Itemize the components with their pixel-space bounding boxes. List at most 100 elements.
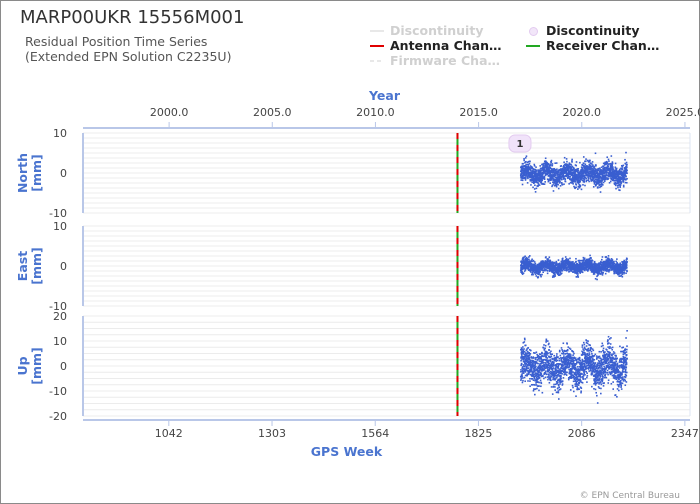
data-point — [625, 175, 627, 178]
data-point — [576, 361, 578, 364]
data-point — [534, 262, 537, 265]
data-point — [542, 163, 544, 165]
data-point — [611, 176, 613, 179]
data-point — [579, 173, 582, 175]
data-point — [582, 256, 585, 259]
data-point — [550, 266, 552, 269]
data-point — [587, 270, 589, 272]
data-point — [521, 366, 524, 368]
data-point — [585, 179, 588, 182]
data-point — [622, 179, 625, 181]
data-point — [522, 176, 524, 178]
data-point — [581, 167, 584, 169]
data-point — [625, 259, 628, 261]
data-point — [589, 262, 592, 265]
data-point — [612, 179, 615, 182]
data-point — [625, 165, 628, 168]
data-point — [578, 175, 580, 177]
data-point — [524, 365, 527, 367]
data-point — [568, 177, 571, 180]
data-point — [604, 163, 607, 166]
data-point — [543, 178, 546, 180]
bottom-axis-tick-label: 1564 — [361, 427, 389, 440]
data-point — [526, 167, 528, 170]
data-point — [548, 266, 551, 269]
data-point — [569, 355, 572, 358]
data-point — [619, 275, 622, 277]
data-point — [594, 173, 597, 175]
data-point — [561, 183, 564, 186]
data-point — [563, 371, 566, 373]
data-point — [549, 260, 552, 263]
data-point — [567, 358, 570, 361]
data-point — [531, 272, 534, 274]
data-point — [523, 256, 525, 259]
data-point — [618, 268, 620, 270]
data-point — [534, 358, 537, 361]
data-point — [555, 364, 558, 366]
data-point — [540, 369, 543, 372]
data-point — [522, 364, 525, 366]
data-point — [533, 383, 535, 386]
data-point — [572, 365, 574, 367]
data-point — [554, 272, 556, 274]
data-point — [551, 268, 553, 270]
data-point — [574, 383, 577, 385]
data-point — [529, 260, 532, 263]
data-point — [565, 166, 567, 168]
data-point — [531, 375, 534, 377]
data-point — [610, 178, 613, 181]
data-point — [562, 364, 565, 366]
data-point — [563, 163, 566, 166]
data-point — [573, 180, 575, 183]
data-point — [568, 162, 571, 164]
data-point — [541, 366, 543, 369]
data-point — [558, 375, 560, 377]
data-point — [538, 273, 540, 276]
data-point — [536, 381, 538, 384]
data-point — [565, 171, 568, 173]
data-point — [591, 163, 593, 165]
data-point — [624, 162, 627, 165]
data-point — [570, 377, 573, 379]
data-point — [555, 367, 557, 369]
data-point — [563, 183, 565, 186]
data-point — [544, 364, 546, 366]
data-point — [625, 171, 628, 173]
data-point — [536, 368, 539, 371]
data-point — [572, 361, 575, 363]
data-point — [612, 171, 615, 174]
data-point — [560, 365, 563, 367]
top-axis-tick-label: 2005.0 — [253, 106, 292, 119]
data-point — [527, 174, 529, 177]
data-point — [576, 175, 578, 178]
data-point — [618, 189, 620, 191]
data-point — [549, 182, 552, 184]
data-point — [527, 371, 530, 373]
data-point — [570, 170, 572, 173]
data-point — [528, 171, 531, 174]
data-point — [524, 168, 527, 171]
data-point — [550, 350, 552, 353]
data-point — [570, 368, 573, 371]
data-point — [563, 373, 566, 376]
data-point — [568, 355, 571, 358]
data-point — [553, 167, 556, 170]
data-point — [543, 175, 546, 178]
data-point — [617, 171, 620, 174]
data-point — [621, 168, 624, 171]
data-point — [527, 166, 530, 168]
data-point — [592, 265, 595, 268]
top-axis-tick-label: 2010.0 — [356, 106, 395, 119]
data-point — [562, 377, 565, 379]
data-point — [539, 269, 541, 272]
data-point — [551, 164, 554, 167]
data-point — [569, 389, 572, 391]
data-point — [568, 377, 570, 379]
data-point — [592, 171, 595, 173]
data-point — [567, 175, 570, 178]
data-point — [624, 181, 627, 184]
data-point — [584, 269, 586, 272]
data-point — [560, 181, 563, 184]
data-point — [533, 188, 536, 190]
